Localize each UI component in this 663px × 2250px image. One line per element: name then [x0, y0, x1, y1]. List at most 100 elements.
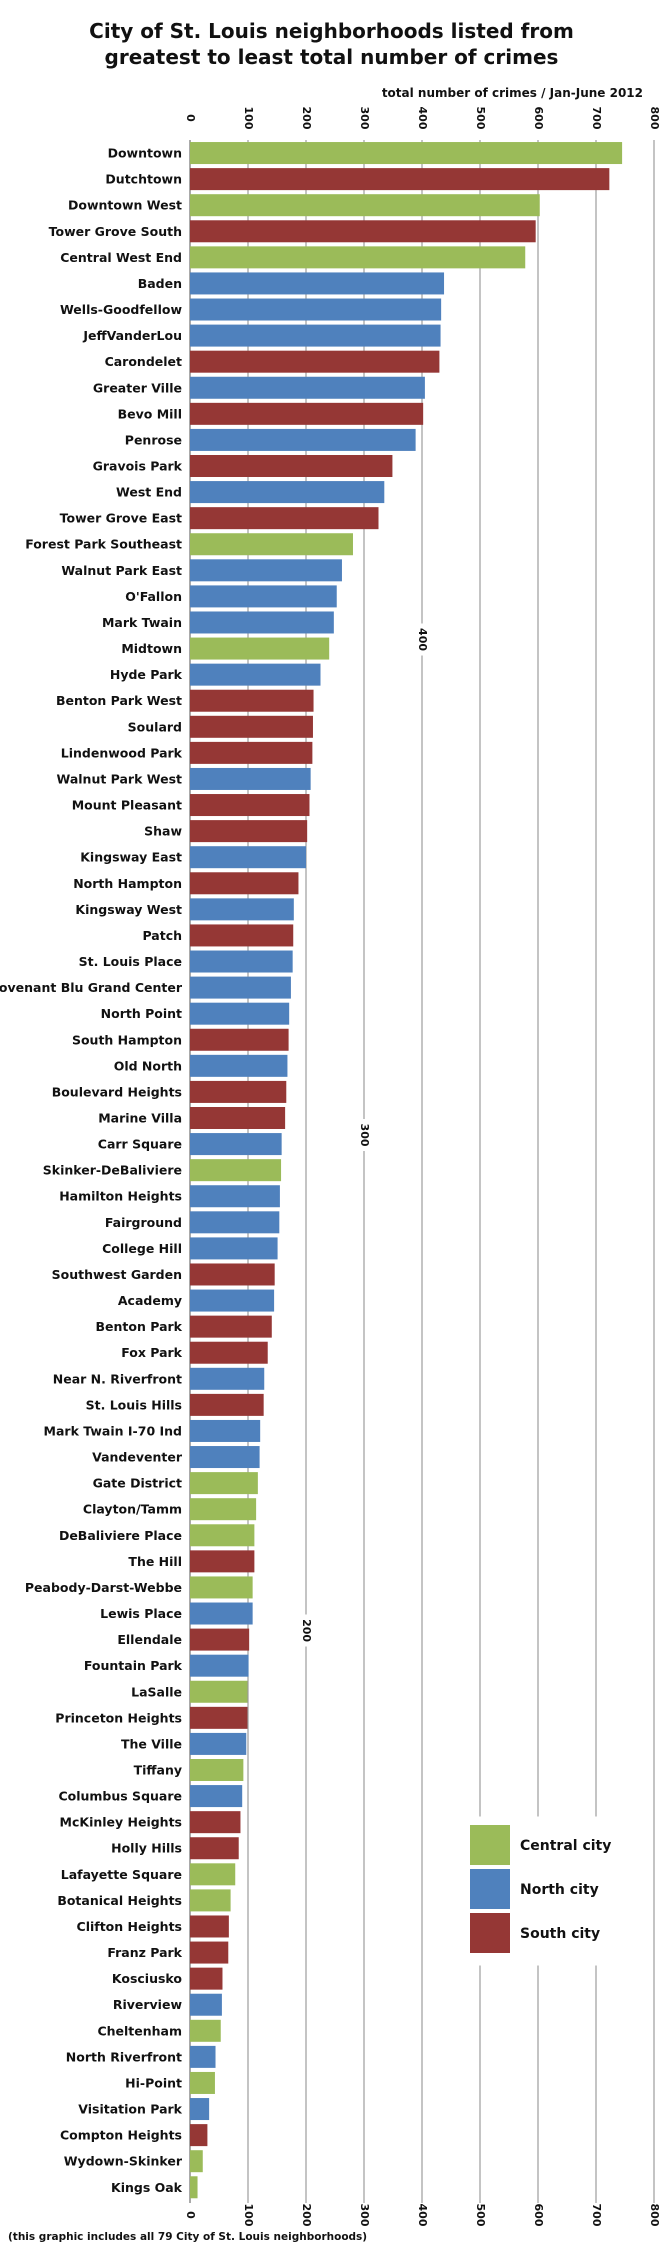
- category-label-48: St. Louis Hills: [86, 1397, 182, 1412]
- category-label-16: Walnut Park East: [61, 563, 182, 578]
- bar-8: [190, 350, 440, 373]
- bar-4: [190, 246, 526, 269]
- legend-label-1: North city: [520, 1882, 599, 1898]
- category-label-55: Peabody-Darst-Webbe: [25, 1580, 182, 1595]
- bottom-tick-label-0: 0: [184, 2211, 197, 2219]
- bar-2: [190, 194, 540, 217]
- inline-grid-label-400: 400: [416, 628, 429, 651]
- category-label-62: Tiffany: [134, 1763, 182, 1778]
- category-label-33: North Point: [101, 1006, 182, 1021]
- category-label-34: South Hampton: [72, 1032, 182, 1047]
- bottom-tick-label-400: 400: [416, 2204, 429, 2227]
- bar-61: [190, 1732, 247, 1755]
- category-label-24: Walnut Park West: [56, 771, 182, 786]
- bar-48: [190, 1393, 264, 1416]
- category-label-52: Clayton/Tamm: [83, 1502, 182, 1517]
- category-label-12: Gravois Park: [93, 459, 183, 474]
- chart-title-line-2: greatest to least total number of crimes: [104, 45, 559, 69]
- bar-26: [190, 820, 308, 843]
- top-tick-label-700: 700: [590, 107, 603, 130]
- bar-44: [190, 1289, 275, 1312]
- top-tick-label-600: 600: [532, 107, 545, 130]
- bar-75: [190, 2098, 210, 2121]
- category-label-47: Near N. Riverfront: [53, 1371, 182, 1386]
- bar-59: [190, 1680, 248, 1703]
- top-tick-label-300: 300: [358, 107, 371, 130]
- legend-swatch-2: [470, 1913, 510, 1953]
- category-label-60: Princeton Heights: [55, 1710, 182, 1725]
- bars: [190, 142, 623, 2199]
- category-label-28: North Hampton: [73, 876, 182, 891]
- bar-28: [190, 872, 299, 895]
- category-label-6: Wells-Goodfellow: [60, 302, 182, 317]
- category-label-23: Lindenwood Park: [61, 745, 183, 760]
- bottom-tick-label-300: 300: [358, 2204, 371, 2227]
- bar-57: [190, 1628, 250, 1651]
- bar-55: [190, 1576, 253, 1599]
- category-label-31: St. Louis Place: [79, 954, 182, 969]
- category-label-17: O'Fallon: [125, 589, 182, 604]
- category-label-36: Boulevard Heights: [52, 1084, 182, 1099]
- bar-37: [190, 1107, 286, 1129]
- category-label-68: Clifton Heights: [77, 1919, 182, 1934]
- category-label-78: Kings Oak: [111, 2180, 183, 2195]
- bar-58: [190, 1654, 249, 1677]
- bar-78: [190, 2176, 198, 2199]
- category-label-1: Dutchtown: [105, 172, 182, 187]
- bar-7: [190, 324, 441, 347]
- category-label-72: Cheltenham: [97, 2023, 182, 2038]
- category-label-58: Fountain Park: [84, 1658, 183, 1673]
- bar-45: [190, 1315, 272, 1338]
- bar-64: [190, 1811, 241, 1834]
- category-label-13: West End: [116, 485, 182, 500]
- bar-72: [190, 2019, 221, 2042]
- category-label-4: Central West End: [60, 250, 182, 265]
- bar-71: [190, 1993, 222, 2016]
- bottom-tick-label-600: 600: [532, 2204, 545, 2227]
- bar-46: [190, 1341, 268, 1364]
- category-label-59: LaSalle: [131, 1684, 182, 1699]
- category-label-11: Penrose: [125, 432, 182, 447]
- bar-19: [190, 637, 330, 660]
- category-label-46: Fox Park: [121, 1345, 182, 1360]
- category-label-69: Franz Park: [107, 1945, 182, 1960]
- legend-swatch-1: [470, 1869, 510, 1909]
- category-label-27: Kingsway East: [80, 850, 182, 865]
- bar-24: [190, 767, 311, 790]
- category-label-67: Botanical Heights: [57, 1893, 182, 1908]
- bar-62: [190, 1759, 244, 1781]
- bar-41: [190, 1211, 280, 1234]
- category-label-77: Wydown-Skinker: [64, 2154, 183, 2169]
- category-label-21: Benton Park West: [56, 693, 182, 708]
- category-label-18: Mark Twain: [102, 615, 182, 630]
- bar-56: [190, 1602, 253, 1625]
- bar-12: [190, 455, 393, 477]
- top-tick-label-500: 500: [474, 107, 487, 130]
- bar-40: [190, 1185, 280, 1208]
- category-label-35: Old North: [114, 1058, 182, 1073]
- category-label-39: Skinker-DeBaliviere: [43, 1163, 182, 1178]
- bar-52: [190, 1498, 257, 1521]
- bar-67: [190, 1889, 231, 1912]
- bar-14: [190, 507, 379, 530]
- bar-29: [190, 898, 294, 921]
- bar-18: [190, 611, 334, 634]
- bar-68: [190, 1915, 229, 1938]
- bar-43: [190, 1263, 275, 1286]
- bar-39: [190, 1159, 282, 1182]
- category-label-14: Tower Grove East: [60, 511, 182, 526]
- category-label-75: Visitation Park: [78, 2102, 182, 2117]
- bar-32: [190, 976, 291, 999]
- category-label-10: Bevo Mill: [118, 406, 182, 421]
- category-label-45: Benton Park: [96, 1319, 183, 1334]
- bar-51: [190, 1472, 258, 1495]
- x-axis-label: total number of crimes / Jan-June 2012: [381, 86, 643, 100]
- category-label-5: Baden: [138, 276, 182, 291]
- category-label-57: Ellendale: [117, 1632, 182, 1647]
- category-label-3: Tower Grove South: [49, 224, 182, 239]
- category-label-2: Downtown West: [68, 198, 182, 213]
- bar-20: [190, 663, 321, 686]
- category-label-64: McKinley Heights: [60, 1815, 182, 1830]
- bar-31: [190, 950, 293, 973]
